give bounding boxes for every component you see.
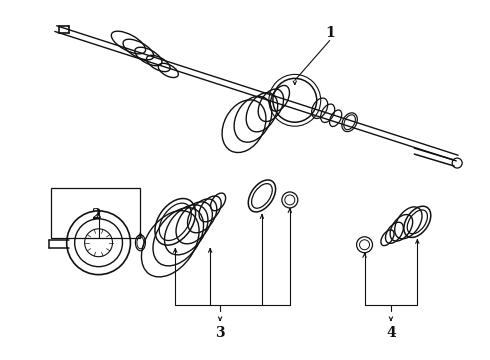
Text: 2: 2 bbox=[91, 208, 100, 222]
Text: 3: 3 bbox=[215, 327, 225, 341]
Text: 1: 1 bbox=[325, 26, 335, 40]
Bar bbox=[51, 188, 141, 238]
Text: 4: 4 bbox=[386, 327, 396, 341]
